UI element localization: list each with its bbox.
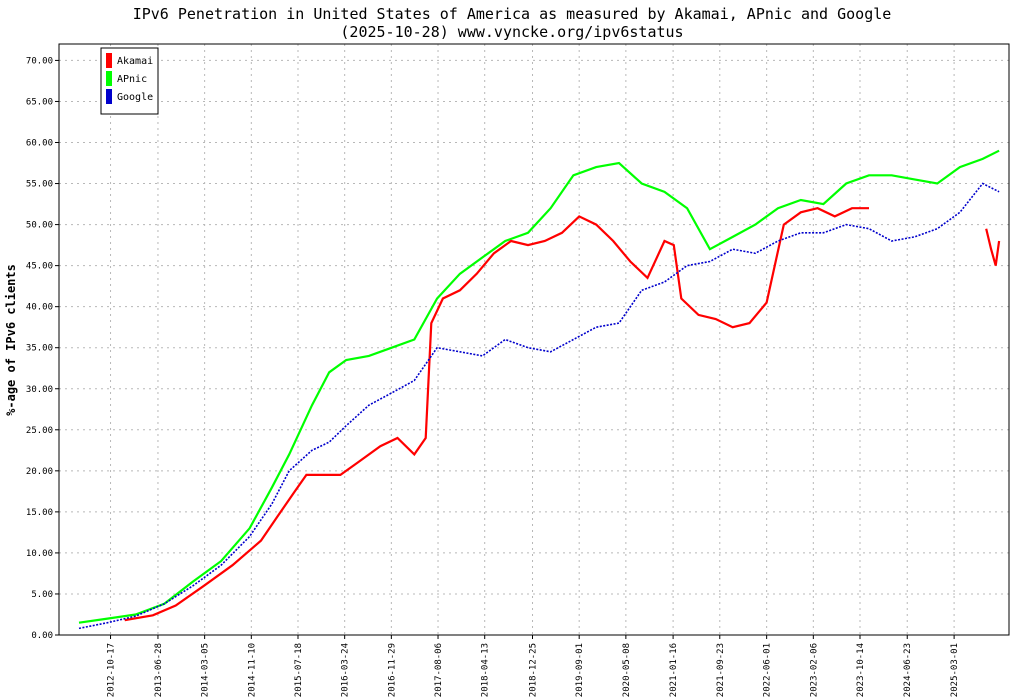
x-tick-label: 2018-12-25	[529, 643, 539, 697]
x-tick-label: 2016-11-29	[387, 643, 397, 697]
x-tick-label: 2016-03-24	[341, 643, 351, 697]
axes: 0.00 5.00 10.00 15.00 20.00 25.00 30.00 35.00 40…	[26, 43, 1010, 697]
y-tick-label: 15.00	[26, 508, 53, 518]
legend: Akamai APnic Google	[100, 47, 159, 115]
legend-label-apnic: APnic	[117, 74, 147, 85]
x-tick-label: 2022-06-01	[763, 643, 773, 697]
y-tick-label: 40.00	[26, 303, 53, 313]
x-tick-label: 2021-09-23	[716, 643, 726, 697]
y-tick-label: 60.00	[26, 139, 53, 149]
x-tick-label: 2018-04-13	[481, 643, 491, 697]
x-tick-label: 2017-08-06	[434, 643, 444, 697]
legend-swatch-google	[106, 89, 112, 104]
grid-lines	[59, 44, 1009, 636]
y-tick-label: 25.00	[26, 426, 53, 436]
x-tick-label: 2023-10-14	[856, 643, 866, 697]
x-tick-label: 2019-09-01	[575, 643, 585, 697]
y-tick-label: 55.00	[26, 180, 53, 190]
chart-title: IPv6 Penetration in United States of Ame…	[133, 5, 892, 23]
y-tick-label: 0.00	[31, 631, 53, 641]
legend-label-akamai: Akamai	[117, 56, 153, 67]
series-line-akamai	[985, 228, 1001, 266]
x-tick-label: 2025-03-01	[950, 643, 960, 697]
x-tick-label: 2024-06-23	[903, 643, 913, 697]
chart-subtitle: (2025-10-28) www.vyncke.org/ipv6status	[340, 23, 683, 41]
y-tick-label: 70.00	[26, 56, 53, 66]
legend-swatch-apnic	[106, 71, 112, 86]
y-tick-label: 5.00	[31, 590, 53, 600]
x-tick-label: 2012-10-17	[107, 643, 117, 697]
y-tick-label: 20.00	[26, 467, 53, 477]
x-tick-label: 2021-01-16	[669, 643, 679, 697]
y-tick-label: 45.00	[26, 262, 53, 272]
series-lines	[78, 149, 1001, 630]
x-tick-label: 2023-02-06	[809, 643, 819, 697]
x-tick-label: 2015-07-18	[294, 643, 304, 697]
y-tick-label: 30.00	[26, 385, 53, 395]
y-tick-label: 50.00	[26, 221, 53, 231]
x-tick-label: 2014-11-10	[247, 643, 257, 697]
series-line-apnic	[78, 149, 1000, 624]
x-tick-label: 2014-03-05	[201, 643, 211, 697]
y-tick-label: 10.00	[26, 549, 53, 559]
series-line-akamai	[124, 207, 869, 622]
y-tick-label: 65.00	[26, 97, 53, 107]
x-tick-label: 2020-05-08	[622, 643, 632, 697]
y-tick-label: 35.00	[26, 344, 53, 354]
series-line-google	[78, 182, 1000, 630]
legend-label-google: Google	[117, 92, 153, 103]
legend-swatch-akamai	[106, 53, 112, 68]
plot-frame	[58, 43, 1010, 636]
x-tick-label: 2013-06-28	[154, 643, 164, 697]
y-axis-label: %-age of IPv6 clients	[4, 264, 18, 416]
